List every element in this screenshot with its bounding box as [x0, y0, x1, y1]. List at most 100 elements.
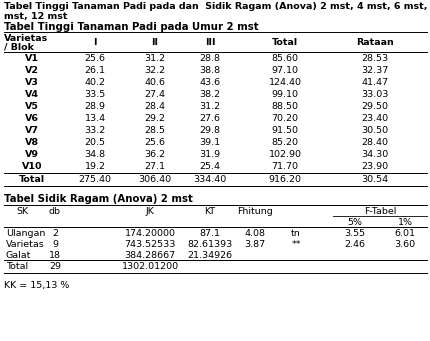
Text: 743.52533: 743.52533 [124, 240, 175, 249]
Text: 2.46: 2.46 [344, 240, 365, 249]
Text: 18: 18 [49, 251, 61, 260]
Text: 29.2: 29.2 [144, 114, 165, 123]
Text: 38.8: 38.8 [199, 66, 220, 75]
Text: Tabel Sidik Ragam (Anova) 2 mst: Tabel Sidik Ragam (Anova) 2 mst [4, 194, 193, 204]
Text: 27.6: 27.6 [199, 114, 220, 123]
Text: 99.10: 99.10 [271, 90, 298, 99]
Text: KT: KT [204, 207, 215, 216]
Text: 30.50: 30.50 [361, 126, 388, 135]
Text: 3.55: 3.55 [344, 229, 365, 238]
Text: 13.4: 13.4 [84, 114, 105, 123]
Text: 91.50: 91.50 [271, 126, 298, 135]
Text: 1302.01200: 1302.01200 [121, 262, 178, 271]
Text: 1%: 1% [396, 218, 412, 227]
Text: 27.1: 27.1 [144, 162, 165, 171]
Text: 39.1: 39.1 [199, 138, 220, 147]
Text: 28.5: 28.5 [144, 126, 165, 135]
Text: 97.10: 97.10 [271, 66, 298, 75]
Text: II: II [151, 38, 158, 47]
Text: 87.1: 87.1 [199, 229, 220, 238]
Text: 28.9: 28.9 [84, 102, 105, 111]
Text: 36.2: 36.2 [144, 150, 165, 159]
Text: 28.4: 28.4 [144, 102, 165, 111]
Text: V3: V3 [25, 78, 39, 87]
Text: 31.9: 31.9 [199, 150, 220, 159]
Text: Varietas: Varietas [6, 240, 45, 249]
Text: 23.40: 23.40 [361, 114, 388, 123]
Text: 88.50: 88.50 [271, 102, 298, 111]
Text: 85.20: 85.20 [271, 138, 298, 147]
Text: mst, 12 mst: mst, 12 mst [4, 12, 68, 21]
Text: 82.61393: 82.61393 [187, 240, 232, 249]
Text: 41.47: 41.47 [361, 78, 387, 87]
Text: 19.2: 19.2 [84, 162, 105, 171]
Text: V7: V7 [25, 126, 39, 135]
Text: 29.50: 29.50 [361, 102, 387, 111]
Text: V1: V1 [25, 54, 39, 63]
Text: 25.6: 25.6 [84, 54, 105, 63]
Text: Total: Total [19, 175, 45, 184]
Text: V4: V4 [25, 90, 39, 99]
Text: db: db [49, 207, 61, 216]
Text: **: ** [291, 240, 300, 249]
Text: V5: V5 [25, 102, 39, 111]
Text: 25.4: 25.4 [199, 162, 220, 171]
Text: 34.8: 34.8 [84, 150, 105, 159]
Text: 33.5: 33.5 [84, 90, 105, 99]
Text: III: III [204, 38, 215, 47]
Text: 3.87: 3.87 [244, 240, 265, 249]
Text: Varietas: Varietas [4, 34, 48, 43]
Text: 71.70: 71.70 [271, 162, 298, 171]
Text: 70.20: 70.20 [271, 114, 298, 123]
Text: 4.08: 4.08 [244, 229, 265, 238]
Text: KK = 15,13 %: KK = 15,13 % [4, 281, 69, 290]
Text: 102.90: 102.90 [268, 150, 301, 159]
Text: Tabel Tinggi Tanaman Padi pada Umur 2 mst: Tabel Tinggi Tanaman Padi pada Umur 2 ms… [4, 22, 258, 32]
Text: 31.2: 31.2 [199, 102, 220, 111]
Text: JK: JK [145, 207, 154, 216]
Text: 275.40: 275.40 [78, 175, 111, 184]
Text: 21.34926: 21.34926 [187, 251, 232, 260]
Text: Total: Total [271, 38, 298, 47]
Text: 174.20000: 174.20000 [124, 229, 175, 238]
Text: 334.40: 334.40 [193, 175, 226, 184]
Text: 124.40: 124.40 [268, 78, 301, 87]
Text: V6: V6 [25, 114, 39, 123]
Text: V8: V8 [25, 138, 39, 147]
Text: Galat: Galat [6, 251, 31, 260]
Text: 916.20: 916.20 [268, 175, 301, 184]
Text: 30.54: 30.54 [361, 175, 388, 184]
Text: 38.2: 38.2 [199, 90, 220, 99]
Text: 40.2: 40.2 [84, 78, 105, 87]
Text: V9: V9 [25, 150, 39, 159]
Text: 43.6: 43.6 [199, 78, 220, 87]
Text: 25.6: 25.6 [144, 138, 165, 147]
Text: 31.2: 31.2 [144, 54, 165, 63]
Text: 33.03: 33.03 [360, 90, 388, 99]
Text: / Blok: / Blok [4, 42, 34, 51]
Text: 32.2: 32.2 [144, 66, 165, 75]
Text: 26.1: 26.1 [84, 66, 105, 75]
Text: Tabel Tinggi Tanaman Padi pada dan  Sidik Ragam (Anova) 2 mst, 4 mst, 6 mst,: Tabel Tinggi Tanaman Padi pada dan Sidik… [4, 2, 427, 11]
Text: Total: Total [6, 262, 28, 271]
Text: 9: 9 [52, 240, 58, 249]
Text: 29.8: 29.8 [199, 126, 220, 135]
Text: V10: V10 [22, 162, 42, 171]
Text: 28.53: 28.53 [361, 54, 388, 63]
Text: 2: 2 [52, 229, 58, 238]
Text: Ulangan: Ulangan [6, 229, 45, 238]
Text: 3.60: 3.60 [393, 240, 415, 249]
Text: 85.60: 85.60 [271, 54, 298, 63]
Text: 27.4: 27.4 [144, 90, 165, 99]
Text: tn: tn [290, 229, 300, 238]
Text: 306.40: 306.40 [138, 175, 171, 184]
Text: Fhitung: Fhitung [237, 207, 272, 216]
Text: 33.2: 33.2 [84, 126, 105, 135]
Text: 384.28667: 384.28667 [124, 251, 175, 260]
Text: 34.30: 34.30 [360, 150, 388, 159]
Text: 6.01: 6.01 [393, 229, 415, 238]
Text: 20.5: 20.5 [84, 138, 105, 147]
Text: SK: SK [16, 207, 28, 216]
Text: 5%: 5% [347, 218, 362, 227]
Text: F-Tabel: F-Tabel [363, 207, 395, 216]
